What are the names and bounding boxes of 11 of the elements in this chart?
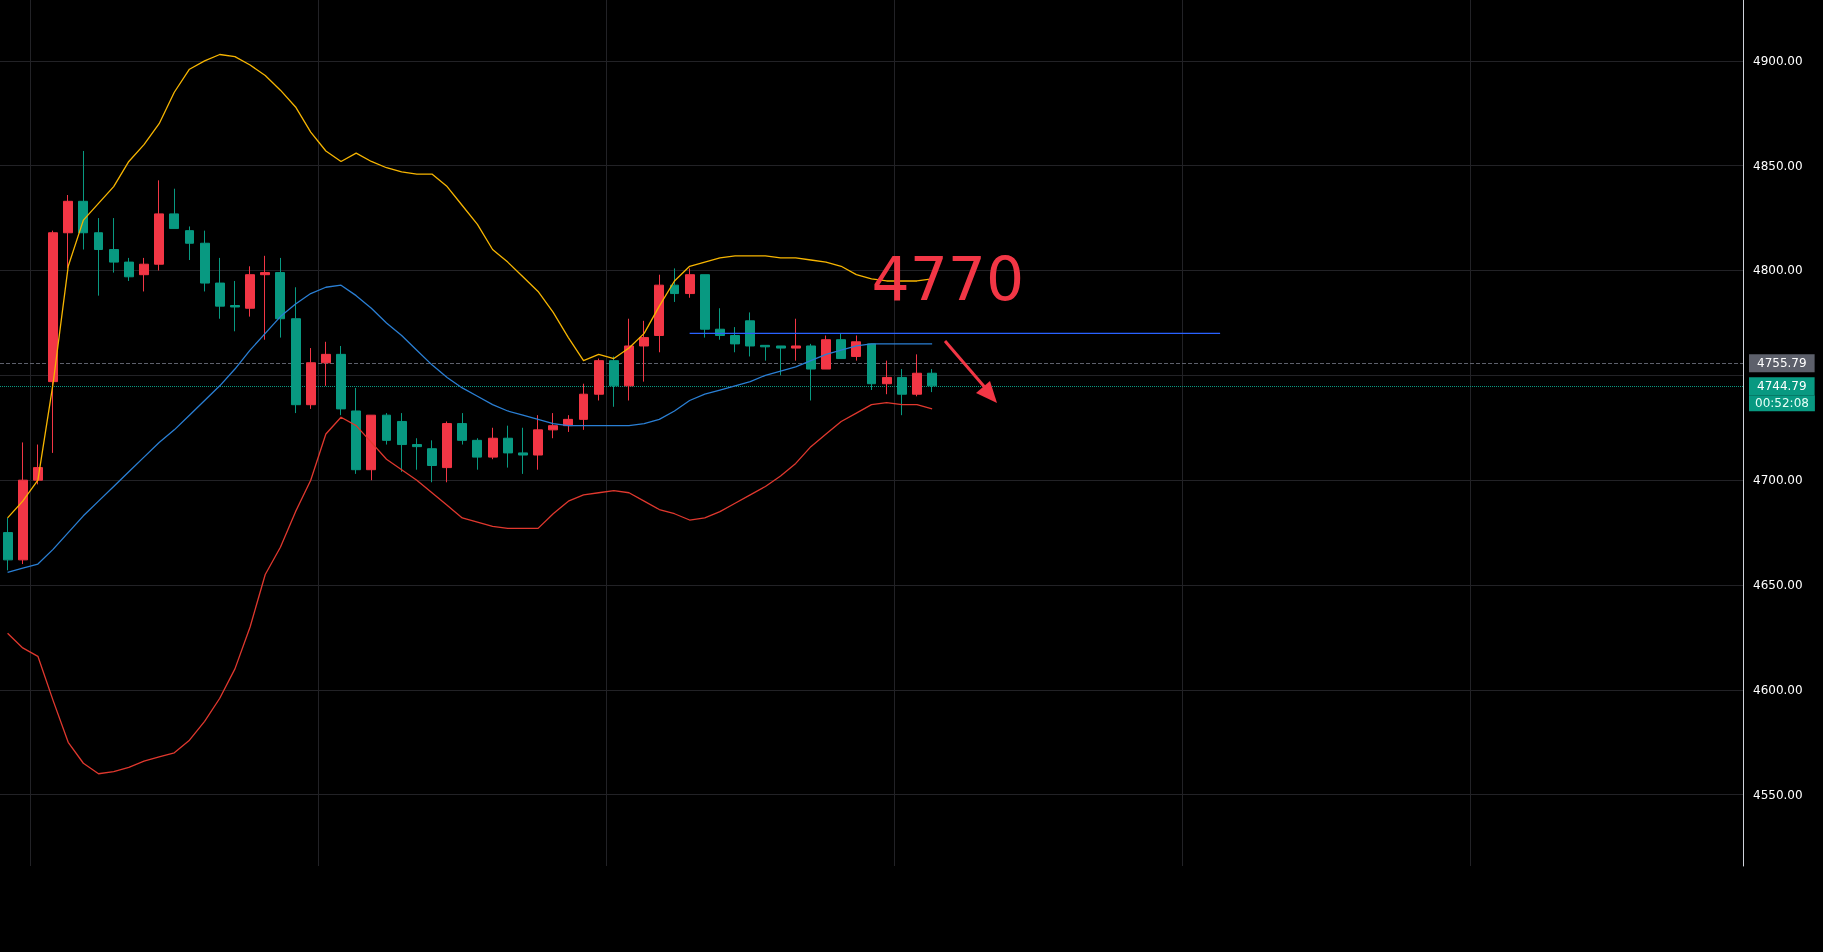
ref-line-label: 4755.79	[1757, 356, 1807, 371]
y-tick-label: 4650.00	[1753, 578, 1803, 593]
y-tick-label: 4800.00	[1753, 263, 1803, 278]
y-tick-label: 4900.00	[1753, 53, 1803, 68]
annotation: 4770	[871, 244, 1025, 315]
text: 00:52:08	[1755, 396, 1809, 411]
y-tick-label: 4700.00	[1753, 473, 1803, 488]
ref-line-label: 4744.79	[1757, 379, 1807, 394]
y-tick-label: 4600.00	[1753, 682, 1803, 697]
y-tick-label: 4850.00	[1753, 158, 1803, 173]
y-tick-label: 4550.00	[1753, 787, 1803, 802]
